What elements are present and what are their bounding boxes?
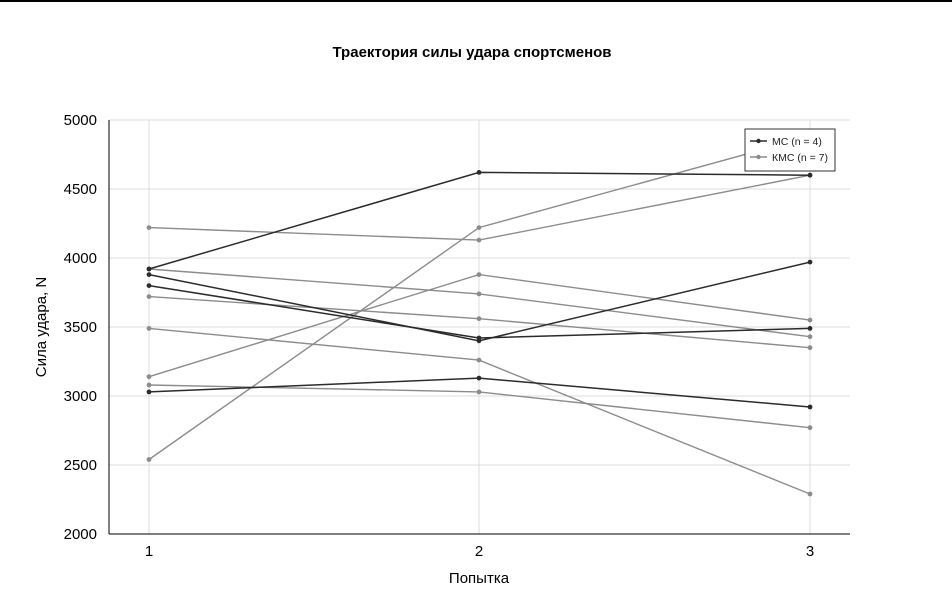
- series-lines: [146, 134, 813, 497]
- top-rule: [0, 0, 952, 2]
- x-tick-label: 3: [806, 543, 814, 560]
- data-point: [807, 404, 813, 410]
- legend-box: [744, 128, 836, 172]
- data-point: [476, 335, 482, 341]
- y-tick-labels: 2000 2500 3000 3500 4000 4500 5000: [64, 112, 97, 543]
- data-point: [146, 225, 152, 231]
- legend: МС (n = 4) КМС (n = 7): [744, 128, 836, 172]
- series-1: [146, 170, 813, 272]
- y-axis-label: Сила удара, N: [33, 277, 50, 377]
- data-point: [476, 225, 482, 231]
- data-point: [476, 375, 482, 381]
- data-point: [476, 237, 482, 243]
- data-point: [146, 272, 152, 277]
- data-point: [807, 317, 813, 323]
- data-point: [807, 326, 813, 331]
- legend-marker: [756, 138, 761, 144]
- series-7: [146, 294, 813, 351]
- data-point: [146, 374, 152, 380]
- data-point: [146, 382, 152, 388]
- data-point: [807, 172, 813, 178]
- legend-label: МС (n = 4): [772, 136, 822, 148]
- legend-label: КМС (n = 7): [772, 152, 828, 164]
- data-point: [146, 294, 152, 299]
- data-point: [146, 266, 152, 272]
- series-3: [146, 283, 813, 341]
- x-tick-label: 2: [475, 543, 483, 560]
- x-axis-label: Попытка: [449, 570, 510, 587]
- data-point: [476, 316, 482, 322]
- series-10: [146, 382, 813, 431]
- y-tick-label: 2500: [64, 457, 97, 474]
- data-point: [807, 345, 813, 351]
- axes: [108, 120, 850, 535]
- data-point: [146, 326, 152, 331]
- data-point: [476, 170, 482, 175]
- chart-title: Траектория силы удара спортсменов: [332, 44, 611, 61]
- data-point: [807, 491, 813, 497]
- x-tick-label: 1: [145, 543, 153, 560]
- y-tick-label: 3000: [64, 388, 97, 405]
- y-tick-label: 2000: [64, 526, 97, 543]
- series-11: [146, 134, 813, 462]
- y-tick-label: 4000: [64, 250, 97, 267]
- series-8: [146, 326, 813, 497]
- y-tick-label: 5000: [64, 112, 97, 129]
- y-tick-label: 4500: [64, 181, 97, 198]
- y-tick-label: 3500: [64, 319, 97, 336]
- data-point: [146, 389, 152, 395]
- series-9: [146, 272, 813, 380]
- series-4: [146, 375, 813, 410]
- data-point: [146, 283, 152, 288]
- x-tick-labels: 1 2 3: [145, 543, 814, 560]
- data-point: [807, 259, 813, 265]
- data-point: [476, 272, 482, 277]
- series-5: [146, 172, 813, 243]
- data-point: [146, 457, 152, 462]
- data-point: [476, 291, 482, 297]
- data-point: [807, 425, 813, 431]
- data-point: [807, 334, 813, 340]
- data-point: [476, 357, 482, 363]
- legend-marker: [756, 154, 761, 160]
- data-point: [476, 389, 482, 395]
